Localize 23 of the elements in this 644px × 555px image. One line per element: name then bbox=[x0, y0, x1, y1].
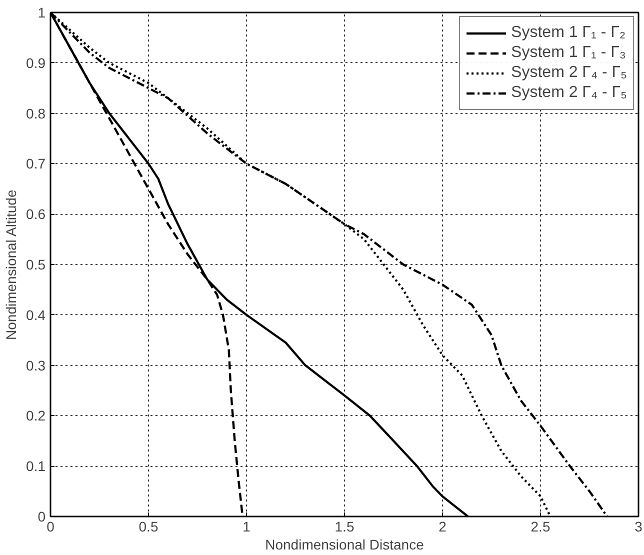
y-tick-label: 0.1 bbox=[26, 458, 46, 474]
legend-label: System 1 Γ₁ - Γ₂ bbox=[511, 24, 626, 42]
y-tick-label: 0.6 bbox=[26, 206, 46, 222]
y-tick-label: 0 bbox=[38, 508, 46, 524]
x-tick-label: 0.5 bbox=[138, 518, 158, 534]
y-tick-label: 0.9 bbox=[26, 54, 46, 71]
y-tick-label: 0.7 bbox=[26, 156, 46, 172]
y-tick-label: 0.4 bbox=[26, 306, 46, 323]
x-tick-label: 2 bbox=[438, 518, 447, 534]
y-tick-label: 0.3 bbox=[26, 357, 46, 374]
y-tick-label: 0.2 bbox=[26, 408, 46, 424]
legend-label: System 2 Γ₄ - Γ₅ bbox=[511, 64, 627, 82]
x-tick-label: 2.5 bbox=[530, 518, 550, 534]
x-tick-label: 3 bbox=[634, 518, 643, 534]
legend-label: System 1 Γ₁ - Γ₃ bbox=[511, 44, 626, 62]
y-tick-label: 0.8 bbox=[26, 105, 46, 122]
y-tick-label: 1 bbox=[38, 4, 46, 20]
y-tick-label: 0.5 bbox=[26, 256, 46, 272]
y-axis-title: Nondimensional Altitude bbox=[3, 190, 20, 340]
x-tick-label: 1 bbox=[242, 518, 251, 534]
legend-label: System 2 Γ₄ - Γ₅ bbox=[511, 84, 627, 102]
x-tick-label: 1.5 bbox=[334, 518, 354, 534]
x-axis-title: Nondimensional Distance bbox=[265, 536, 424, 552]
